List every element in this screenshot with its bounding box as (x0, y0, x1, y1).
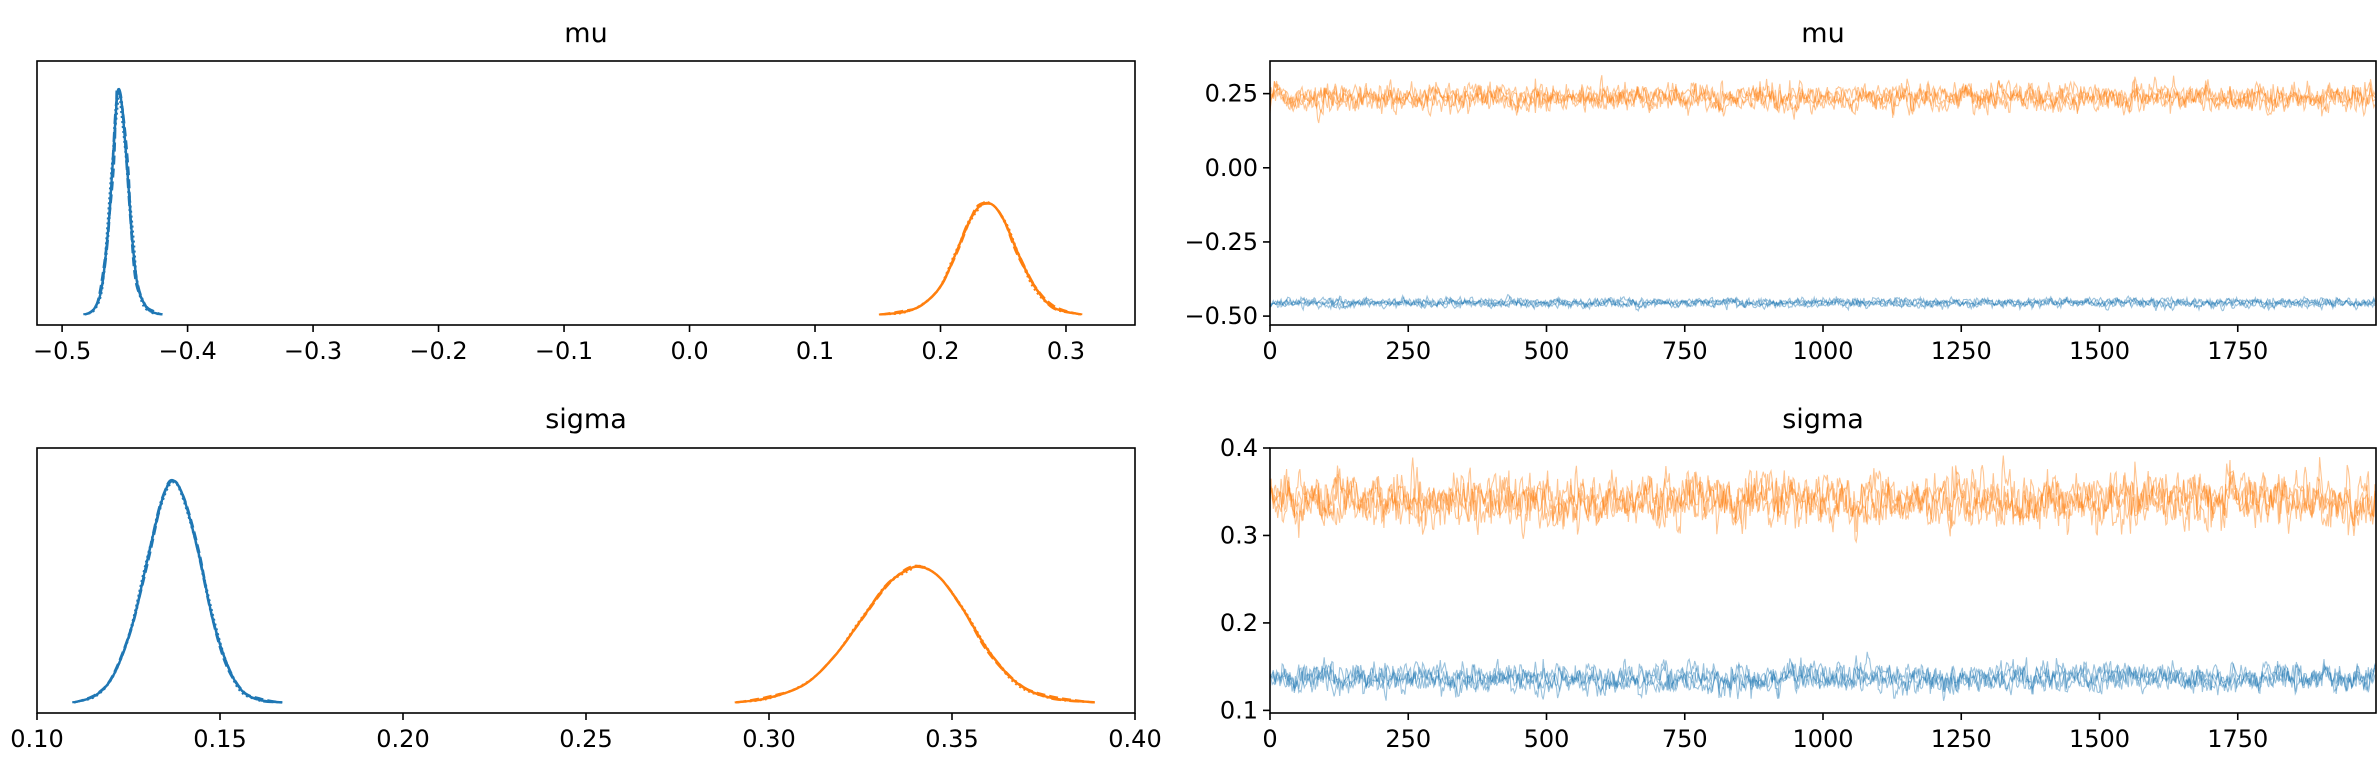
trace-line (1269, 461, 2376, 538)
x-tick-label: 0.15 (193, 725, 246, 753)
y-tick-label: −0.50 (1184, 302, 1258, 330)
x-tick-label: 750 (1662, 725, 1708, 753)
sigma-trace-panel: sigma 0 250 500 750 1000 1250 1500 1750 0.10.20… (1220, 404, 2377, 753)
x-tick-label: 750 (1662, 337, 1708, 365)
x-tick-label: 0.35 (925, 725, 978, 753)
y-tick-label: 0.3 (1220, 521, 1258, 549)
x-tick-label: −0.5 (33, 337, 91, 365)
x-tick-label: −0.3 (284, 337, 342, 365)
panel-title: mu (1801, 18, 1844, 49)
x-tick-label: 250 (1385, 337, 1431, 365)
y-tick-label: 0.00 (1205, 154, 1258, 182)
trace-line (1269, 79, 2376, 118)
trace-line (1269, 75, 2376, 117)
x-tick-label: 0 (1262, 337, 1277, 365)
trace-line (1269, 78, 2376, 120)
plot-area (82, 87, 1083, 316)
trace-line (1269, 660, 2376, 701)
density-line (73, 479, 283, 704)
density-line (85, 87, 162, 316)
x-tick-label: 0.1 (796, 337, 834, 365)
sigma-density-panel: sigma 0.10 0.15 0.20 0.25 0.30 0.35 0.40 (10, 404, 1161, 753)
x-tick-label: 0.30 (742, 725, 795, 753)
panel-title: sigma (1782, 404, 1864, 435)
trace-line (1269, 457, 2376, 536)
panel-title: sigma (545, 404, 627, 435)
x-tick-label: 0.2 (921, 337, 959, 365)
y-axis: −0.50 −0.25 0.00 0.25 (1184, 80, 1270, 330)
y-tick-label: 0.1 (1220, 696, 1258, 724)
trace-line (1269, 295, 2376, 312)
x-tick-label: 1500 (2069, 337, 2130, 365)
x-tick-label: 250 (1385, 725, 1431, 753)
mu-density-panel: mu −0.5 −0.4 −0.3 −0.2 −0.1 0.0 0.1 0.2 0.3 (33, 18, 1136, 365)
x-tick-label: 1750 (2207, 337, 2268, 365)
x-axis: −0.5 −0.4 −0.3 −0.2 −0.1 0.0 0.1 0.2 0.3 (33, 325, 1085, 365)
y-axis: 0.1 0.2 0.3 0.4 (1220, 434, 1270, 724)
x-tick-label: 0.10 (10, 725, 63, 753)
x-tick-label: 0.40 (1108, 725, 1161, 753)
trace-line (1269, 295, 2376, 312)
x-tick-label: 500 (1524, 337, 1570, 365)
trace-line (1269, 79, 2376, 124)
trace-line (1269, 455, 2376, 544)
axes-frame (36, 60, 1136, 326)
x-tick-label: 0.3 (1047, 337, 1085, 365)
y-tick-label: 0.25 (1205, 80, 1258, 108)
x-tick-label: 500 (1524, 725, 1570, 753)
density-line (880, 202, 1082, 316)
y-tick-label: −0.25 (1184, 228, 1258, 256)
mu-trace-panel: mu 0 250 500 750 1000 1250 1500 1750 −0.50 −0.25… (1184, 18, 2377, 365)
trace-line (1269, 293, 2376, 312)
x-tick-label: 0 (1262, 725, 1277, 753)
x-axis: 0 250 500 750 1000 1250 1500 1750 (1262, 325, 2268, 365)
trace-line (1269, 459, 2376, 537)
density-line (878, 200, 1083, 316)
x-tick-label: 1250 (1931, 337, 1992, 365)
x-tick-label: −0.4 (158, 337, 216, 365)
panel-title: mu (564, 18, 607, 49)
plot-area (1269, 75, 2376, 312)
x-tick-label: 1500 (2069, 725, 2130, 753)
x-tick-label: 0.25 (559, 725, 612, 753)
x-tick-label: −0.1 (535, 337, 593, 365)
trace-line (1269, 651, 2376, 699)
x-tick-label: 1000 (1792, 725, 1853, 753)
x-tick-label: 1250 (1931, 725, 1992, 753)
x-axis: 0 250 500 750 1000 1250 1500 1750 (1262, 713, 2268, 753)
plot-area (71, 478, 1097, 704)
trace-line (1269, 658, 2376, 701)
x-tick-label: 1000 (1792, 337, 1853, 365)
y-tick-label: 0.2 (1220, 609, 1258, 637)
trace-line (1269, 294, 2376, 312)
y-tick-label: 0.4 (1220, 434, 1258, 462)
density-line (84, 87, 163, 316)
x-axis: 0.10 0.15 0.20 0.25 0.30 0.35 0.40 (10, 713, 1162, 753)
density-line (736, 565, 1095, 704)
plot-area (1269, 455, 2376, 701)
trace-line (1269, 657, 2376, 700)
x-tick-label: 0.0 (670, 337, 708, 365)
x-tick-label: −0.2 (409, 337, 467, 365)
x-tick-label: 0.20 (376, 725, 429, 753)
x-tick-label: 1750 (2207, 725, 2268, 753)
